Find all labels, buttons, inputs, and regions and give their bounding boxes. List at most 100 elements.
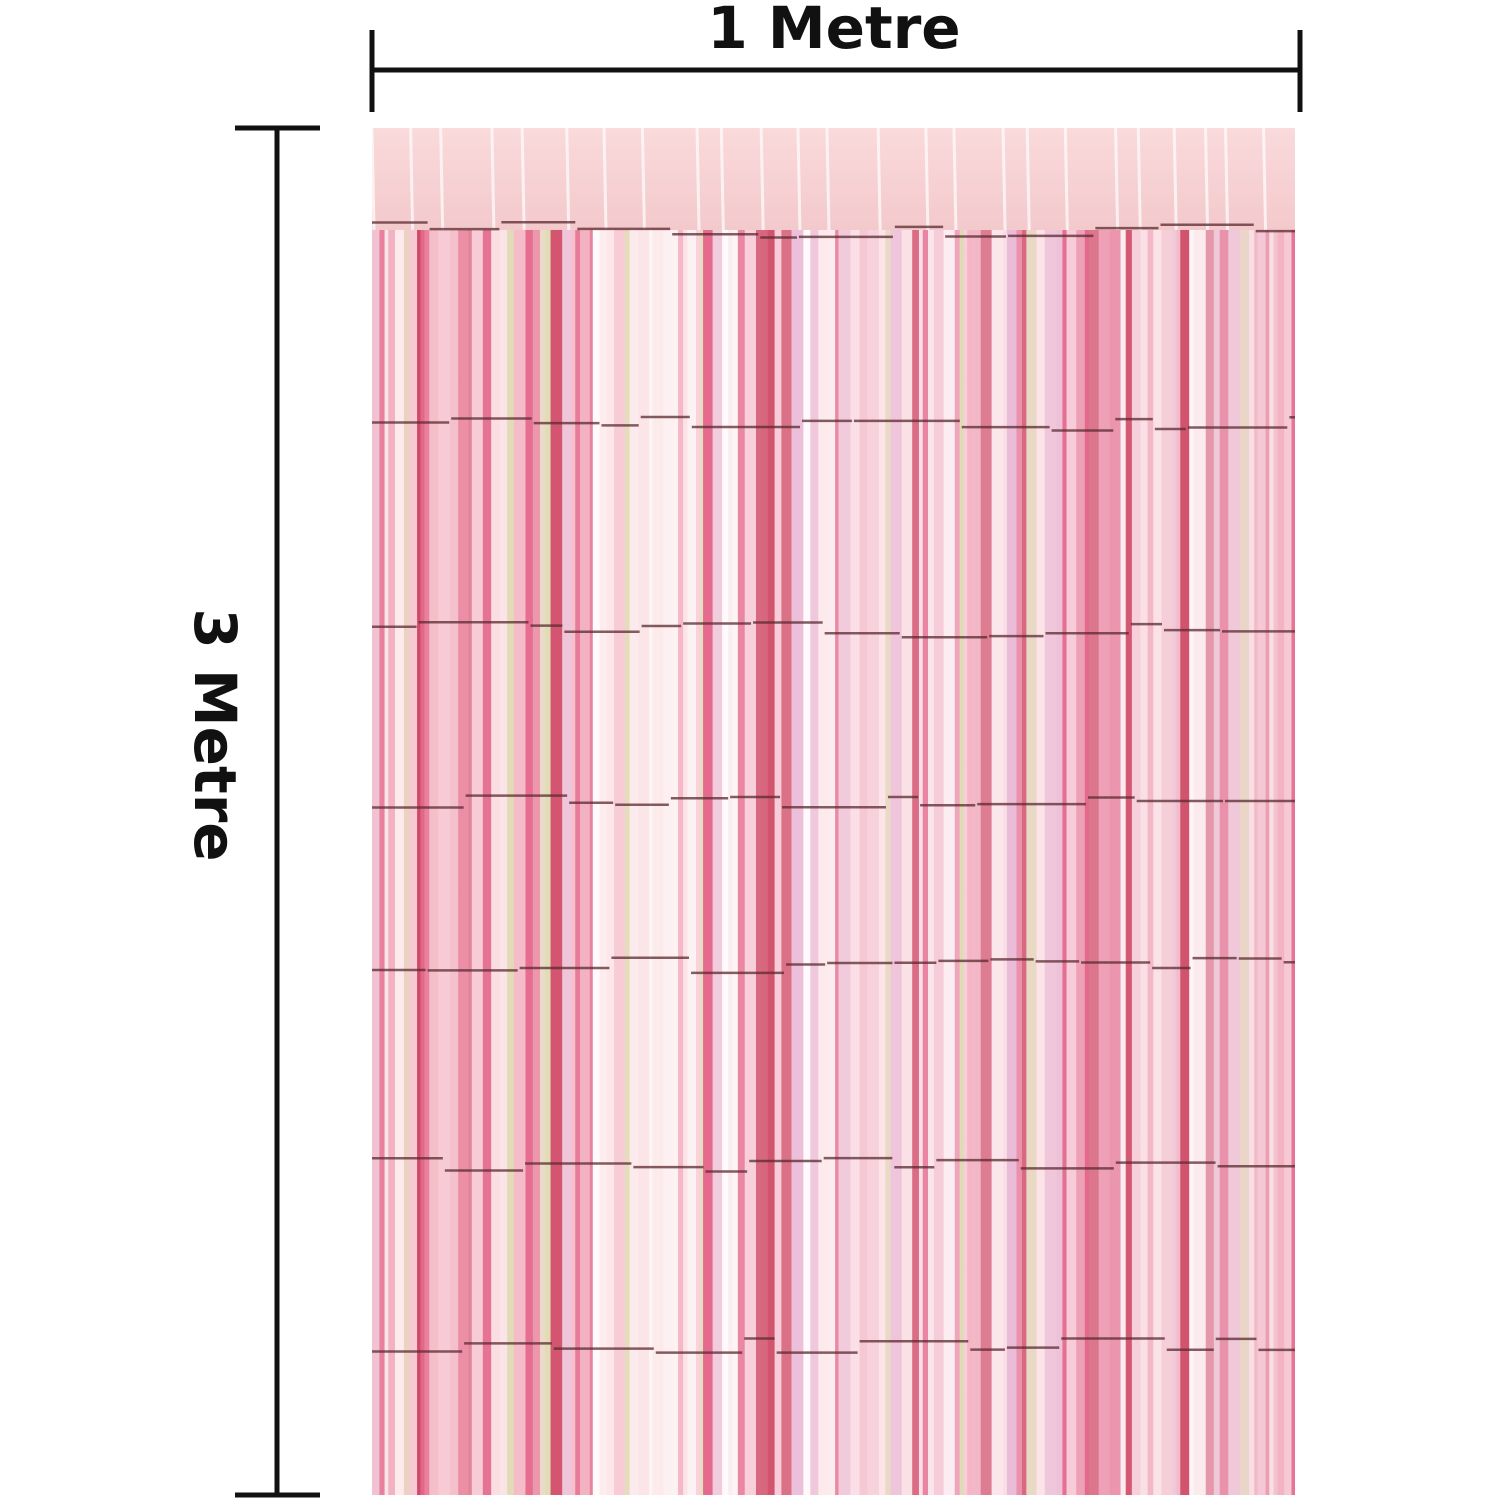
fringe-strip bbox=[458, 230, 469, 1495]
fringe-strip bbox=[912, 230, 919, 1495]
header-fold bbox=[1025, 127, 1031, 231]
width-label: 1 Metre bbox=[707, 0, 960, 62]
fringe-strip bbox=[592, 230, 600, 1495]
fringe-strip bbox=[1265, 230, 1270, 1495]
header-fold bbox=[520, 127, 526, 231]
header-fold bbox=[1001, 127, 1007, 231]
fringe-strip bbox=[1161, 230, 1171, 1495]
fringe-strip bbox=[1016, 230, 1022, 1495]
fringe-strip bbox=[1176, 230, 1181, 1495]
fringe-strip bbox=[1205, 230, 1214, 1495]
fringe-strip bbox=[918, 230, 923, 1495]
fringe-strip bbox=[1036, 230, 1045, 1495]
fringe-strip bbox=[629, 230, 639, 1495]
fringe-strip bbox=[744, 230, 756, 1495]
fringe-strip bbox=[1189, 230, 1194, 1495]
fringe-strip bbox=[1228, 230, 1240, 1495]
fringe-strip bbox=[1249, 230, 1255, 1495]
header-fold bbox=[370, 127, 376, 231]
fringe-strip bbox=[379, 230, 385, 1495]
fringe-strip bbox=[838, 230, 851, 1495]
fringe-strip bbox=[550, 230, 563, 1495]
fringe-strip bbox=[420, 230, 425, 1495]
fringe-strip bbox=[1140, 230, 1148, 1495]
fringe-strip bbox=[589, 230, 593, 1495]
fringe-strip bbox=[450, 230, 459, 1495]
fringe-strip bbox=[1125, 230, 1132, 1495]
fringe-strip bbox=[575, 230, 581, 1495]
fringe-strip bbox=[781, 230, 792, 1495]
fringe-strip bbox=[1277, 230, 1285, 1495]
header-fold bbox=[565, 127, 571, 231]
fringe-strip bbox=[513, 230, 526, 1495]
fringe-strip bbox=[471, 230, 483, 1495]
fringe-strip bbox=[980, 230, 992, 1495]
fringe-strip bbox=[722, 230, 729, 1495]
fringe-strip bbox=[372, 230, 380, 1495]
fringe-strip bbox=[1180, 230, 1190, 1495]
fringe-strip bbox=[395, 230, 404, 1495]
fringe-strip bbox=[1284, 230, 1292, 1495]
fringe-strip bbox=[1098, 230, 1110, 1495]
fringe-strip bbox=[1131, 230, 1141, 1495]
fringe-strip bbox=[1003, 230, 1007, 1495]
header-fold bbox=[602, 127, 608, 231]
fringe-strip bbox=[1254, 230, 1258, 1495]
header-fold bbox=[825, 127, 831, 231]
fringe-strip bbox=[1269, 230, 1274, 1495]
header-fold bbox=[876, 127, 882, 231]
fringe-strip bbox=[878, 230, 886, 1495]
fringe-strip bbox=[901, 230, 913, 1495]
fringe-strip bbox=[712, 230, 723, 1495]
fringe-strip bbox=[429, 230, 439, 1495]
fringe-strip bbox=[1026, 230, 1037, 1495]
header-fold bbox=[640, 127, 646, 231]
fringe-strip bbox=[1239, 230, 1250, 1495]
fringe-strip bbox=[850, 230, 860, 1495]
fringe-strip bbox=[760, 230, 768, 1495]
fringe-strip bbox=[687, 230, 696, 1495]
fringe-strip bbox=[774, 230, 782, 1495]
fringe-strip bbox=[545, 230, 551, 1495]
fringe-strip bbox=[1062, 230, 1067, 1495]
fringe-strip bbox=[417, 230, 421, 1495]
header-fold bbox=[1136, 127, 1142, 231]
fringe-strip bbox=[737, 230, 745, 1495]
fringe-strip bbox=[1021, 230, 1027, 1495]
fringe-strip bbox=[1213, 230, 1220, 1495]
fringe-strip bbox=[755, 230, 761, 1495]
fringe-strip bbox=[539, 230, 546, 1495]
fringe-strip bbox=[525, 230, 533, 1495]
header-fold bbox=[1262, 127, 1268, 231]
fringe-strip bbox=[1044, 230, 1057, 1495]
header-fold bbox=[796, 127, 802, 231]
fringe-strip bbox=[890, 230, 902, 1495]
fringe-strip bbox=[424, 230, 430, 1495]
header-fold bbox=[439, 127, 445, 231]
curtain bbox=[370, 127, 1295, 1495]
header-fold bbox=[1204, 127, 1210, 231]
header-fold bbox=[1114, 127, 1120, 231]
fringe-strip bbox=[1084, 230, 1090, 1495]
header-fold bbox=[1224, 127, 1230, 231]
fringe-strip bbox=[732, 230, 738, 1495]
fringe-strip bbox=[532, 230, 540, 1495]
fringe-strip bbox=[1170, 230, 1174, 1495]
fringe-strip bbox=[867, 230, 879, 1495]
fringe-strip bbox=[388, 230, 396, 1495]
fringe-strip bbox=[885, 230, 891, 1495]
fringe-strip bbox=[1056, 230, 1063, 1495]
fringe-strip bbox=[967, 230, 974, 1495]
fringe-strip bbox=[571, 230, 576, 1495]
fringe-strip bbox=[1153, 230, 1162, 1495]
fringe-strip bbox=[1219, 230, 1229, 1495]
fringe-strip bbox=[699, 230, 704, 1495]
fringe-strip bbox=[670, 230, 679, 1495]
fringe-strip bbox=[606, 230, 615, 1495]
header-fold bbox=[719, 127, 725, 231]
fringe-strip bbox=[963, 230, 968, 1495]
fringe-strip bbox=[828, 230, 836, 1495]
fringe-strip bbox=[1273, 230, 1278, 1495]
fringe-strip bbox=[1109, 230, 1121, 1495]
